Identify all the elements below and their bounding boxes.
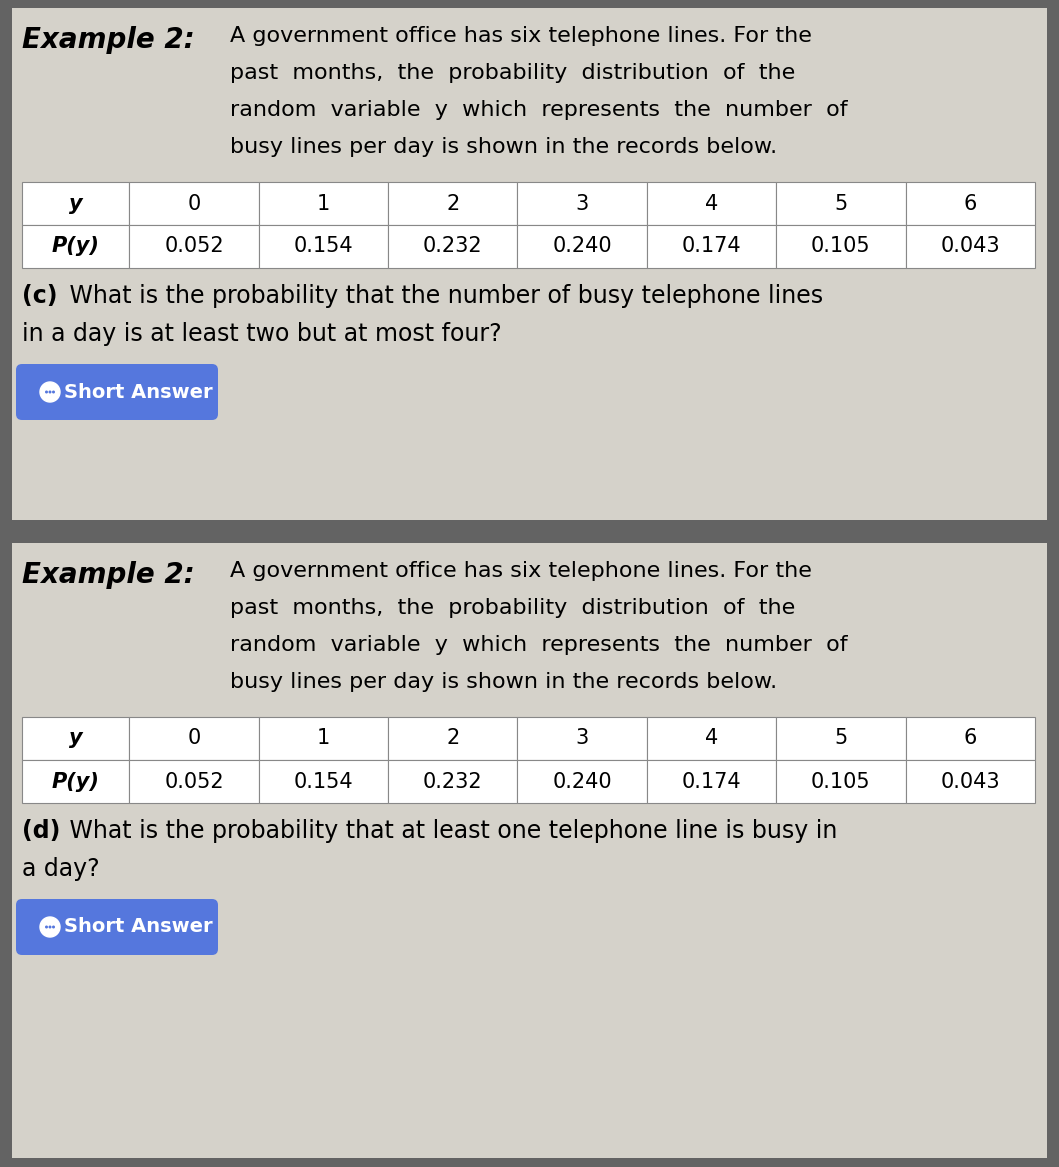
Text: 0.232: 0.232: [423, 237, 483, 257]
Bar: [518, 182, 647, 225]
Bar: [647, 182, 776, 225]
Text: 4: 4: [705, 194, 718, 214]
Circle shape: [44, 925, 48, 929]
Text: P(y): P(y): [52, 771, 100, 791]
Circle shape: [52, 391, 55, 393]
Bar: [776, 760, 905, 803]
Text: 0.105: 0.105: [811, 237, 870, 257]
Bar: [518, 717, 647, 760]
Text: 1: 1: [317, 728, 330, 748]
Text: Short Answer: Short Answer: [65, 383, 213, 401]
Bar: [905, 760, 1035, 803]
Text: 2: 2: [446, 194, 460, 214]
Text: What is the probability that the number of busy telephone lines: What is the probability that the number …: [62, 284, 823, 308]
Circle shape: [49, 391, 52, 393]
Text: 0: 0: [187, 194, 200, 214]
Text: 0.240: 0.240: [553, 237, 612, 257]
Bar: [129, 225, 258, 268]
Text: A government office has six telephone lines. For the: A government office has six telephone li…: [230, 26, 812, 46]
Bar: [776, 182, 905, 225]
Text: 0.154: 0.154: [293, 771, 354, 791]
Bar: [388, 760, 518, 803]
Bar: [905, 225, 1035, 268]
Text: 5: 5: [834, 194, 847, 214]
Bar: [258, 760, 388, 803]
Bar: [388, 182, 518, 225]
Text: Example 2:: Example 2:: [22, 561, 195, 589]
Bar: [12, 8, 1047, 520]
Bar: [22, 760, 129, 803]
Text: in a day is at least two but at most four?: in a day is at least two but at most fou…: [22, 322, 502, 345]
Bar: [647, 760, 776, 803]
Text: 6: 6: [964, 194, 977, 214]
Bar: [258, 182, 388, 225]
Text: 4: 4: [705, 728, 718, 748]
Bar: [22, 225, 129, 268]
Text: 0.052: 0.052: [164, 771, 223, 791]
Text: random  variable  y  which  represents  the  number  of: random variable y which represents the n…: [230, 100, 847, 120]
Text: 0.043: 0.043: [940, 771, 1000, 791]
Text: 3: 3: [575, 194, 589, 214]
Text: 2: 2: [446, 728, 460, 748]
Text: Short Answer: Short Answer: [65, 917, 213, 936]
Text: busy lines per day is shown in the records below.: busy lines per day is shown in the recor…: [230, 672, 777, 692]
Circle shape: [40, 382, 60, 401]
Text: 0.105: 0.105: [811, 771, 870, 791]
Text: y: y: [69, 194, 83, 214]
Text: (c): (c): [22, 284, 57, 308]
Text: 0.174: 0.174: [682, 237, 741, 257]
Text: A government office has six telephone lines. For the: A government office has six telephone li…: [230, 561, 812, 581]
Bar: [905, 717, 1035, 760]
Bar: [776, 225, 905, 268]
Text: y: y: [69, 728, 83, 748]
Bar: [129, 717, 258, 760]
Bar: [647, 225, 776, 268]
Text: random  variable  y  which  represents  the  number  of: random variable y which represents the n…: [230, 635, 847, 655]
Circle shape: [52, 925, 55, 929]
Text: a day?: a day?: [22, 857, 100, 881]
Circle shape: [44, 391, 48, 393]
Text: Example 2:: Example 2:: [22, 26, 195, 54]
Text: 0.232: 0.232: [423, 771, 483, 791]
FancyBboxPatch shape: [16, 364, 218, 420]
Text: past  months,  the  probability  distribution  of  the: past months, the probability distributio…: [230, 598, 795, 619]
Bar: [518, 225, 647, 268]
Bar: [388, 717, 518, 760]
Text: 0.043: 0.043: [940, 237, 1000, 257]
Text: busy lines per day is shown in the records below.: busy lines per day is shown in the recor…: [230, 137, 777, 158]
Bar: [22, 182, 129, 225]
Bar: [258, 225, 388, 268]
Bar: [647, 717, 776, 760]
Bar: [776, 717, 905, 760]
Text: P(y): P(y): [52, 237, 100, 257]
Text: 0.174: 0.174: [682, 771, 741, 791]
Text: 1: 1: [317, 194, 330, 214]
Text: (d): (d): [22, 819, 60, 843]
Text: past  months,  the  probability  distribution  of  the: past months, the probability distributio…: [230, 63, 795, 83]
FancyBboxPatch shape: [16, 899, 218, 955]
Text: 0: 0: [187, 728, 200, 748]
Bar: [22, 717, 129, 760]
Text: 0.052: 0.052: [164, 237, 223, 257]
Text: What is the probability that at least one telephone line is busy in: What is the probability that at least on…: [62, 819, 838, 843]
Bar: [905, 182, 1035, 225]
Text: 0.240: 0.240: [553, 771, 612, 791]
Bar: [518, 760, 647, 803]
Circle shape: [49, 925, 52, 929]
Bar: [129, 760, 258, 803]
Circle shape: [40, 917, 60, 937]
Text: 5: 5: [834, 728, 847, 748]
Bar: [258, 717, 388, 760]
Text: 3: 3: [575, 728, 589, 748]
Bar: [129, 182, 258, 225]
Bar: [12, 543, 1047, 1158]
Bar: [388, 225, 518, 268]
Text: 6: 6: [964, 728, 977, 748]
Text: 0.154: 0.154: [293, 237, 354, 257]
